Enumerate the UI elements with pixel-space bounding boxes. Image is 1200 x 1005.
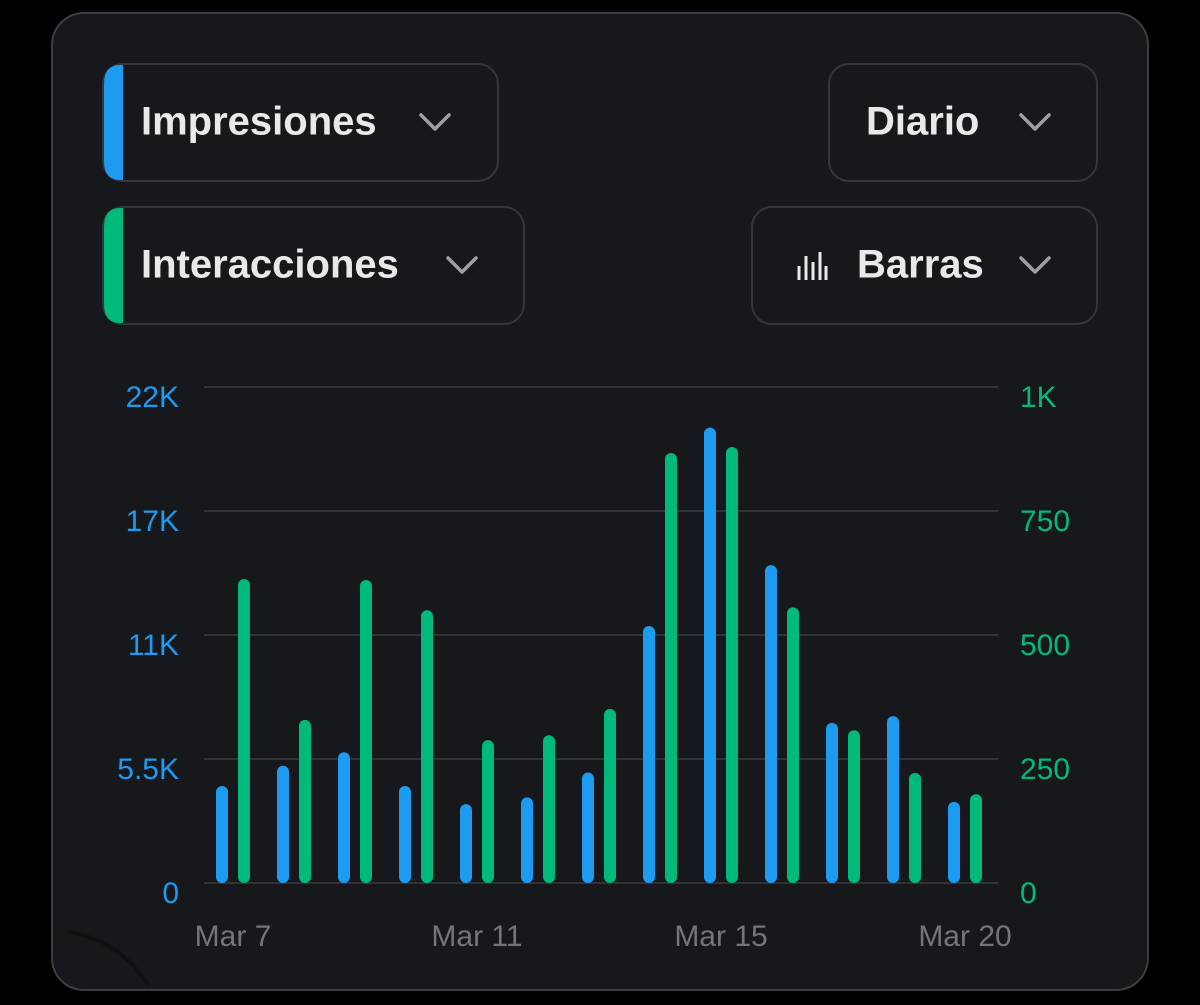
bar [582,772,594,883]
chevron [1019,113,1051,131]
y2-tick-label: 0 [1020,877,1037,910]
y2-tick-label: 1K [1020,381,1057,414]
x-tick-label: Mar 20 [918,920,1011,953]
bar [765,565,777,883]
dropdown-box [102,206,525,325]
y-tick-label: 17K [126,505,179,538]
dropdown-label: Impresiones [141,100,377,144]
bar [399,786,411,883]
y2-tick-label: 250 [1020,753,1070,786]
bar [948,801,960,883]
y-tick-label: 5.5K [117,753,179,786]
bar [704,427,716,883]
y-tick-label: 22K [126,381,179,414]
period-dropdown[interactable]: Diario [828,63,1098,182]
bar [726,447,738,883]
bar [216,786,228,883]
chevron [419,113,451,131]
bar [338,752,350,883]
bar-icon [797,252,828,280]
bar [238,578,250,883]
bar [787,607,799,883]
y-tick-label: 0 [162,877,179,910]
y-tick-label: 11K [128,629,179,662]
bar [360,579,372,883]
bar [460,804,472,883]
bar [887,716,899,883]
dropdown-box [102,63,499,182]
dropdown-box [828,63,1098,182]
bar [909,772,921,883]
bar [277,765,289,883]
series-swatch [104,208,123,323]
dropdown-label: Interacciones [141,243,399,287]
metric-dropdown-2[interactable]: Interacciones [102,206,525,325]
bar [299,719,311,883]
bar [970,794,982,883]
chevron [1019,256,1051,274]
x-tick-label: Mar 7 [195,920,272,953]
series-swatch [104,65,123,180]
bar [665,452,677,883]
x-tick-label: Mar 11 [431,920,522,953]
y2-tick-label: 750 [1020,505,1070,538]
scribble [67,930,150,987]
bar [482,740,494,883]
bar [521,797,533,883]
bar [826,722,838,883]
bar [848,730,860,883]
style-dropdown[interactable]: Barras [751,206,1098,325]
x-tick-label: Mar 15 [674,920,767,953]
chevron [446,256,478,274]
dropdown-label: Diario [866,100,979,144]
y2-tick-label: 500 [1020,629,1070,662]
bar [421,610,433,883]
bar [643,625,655,883]
dropdown-box [751,206,1098,325]
metric-dropdown-1[interactable]: Impresiones [102,63,499,182]
bar [543,735,555,883]
dropdown-label: Barras [857,243,984,287]
bar [604,708,616,883]
